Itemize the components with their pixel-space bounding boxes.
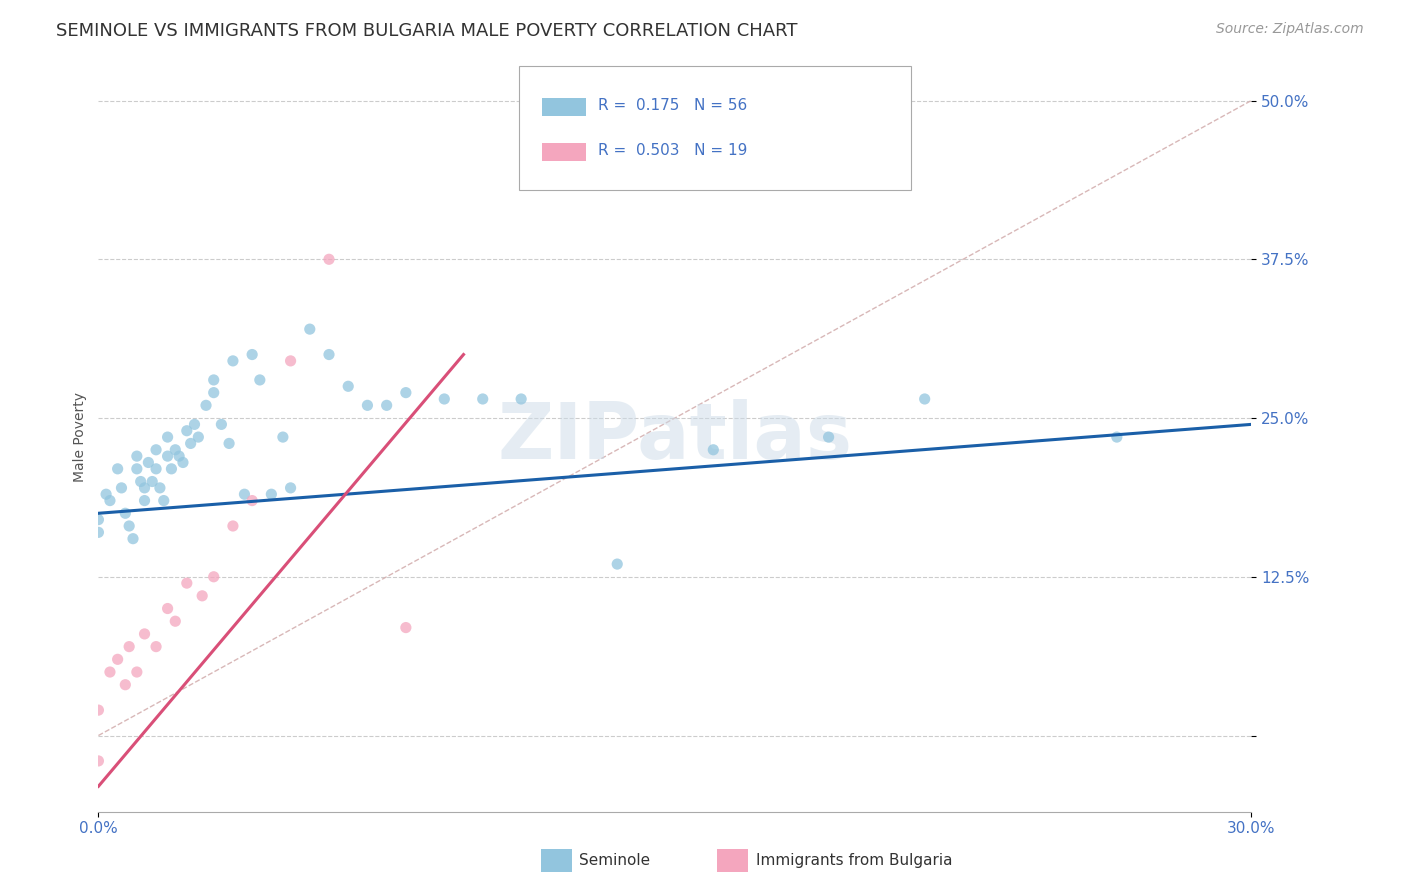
Point (280, 481, 302, 495)
Bar (543, 143, 586, 161)
Point (914, 392, 936, 406)
Point (1105, 430, 1128, 444)
Point (702, 442, 724, 457)
Point (191, 589, 214, 603)
Point (134, 481, 156, 495)
Point (87, 703, 110, 717)
Point (156, 430, 179, 444)
Point (356, 398, 378, 412)
Point (337, 379, 360, 393)
FancyBboxPatch shape (519, 66, 911, 190)
Point (156, 601, 179, 615)
Point (202, 385, 225, 400)
Text: ZIPatlas: ZIPatlas (498, 399, 852, 475)
Point (271, 430, 294, 444)
Point (145, 462, 167, 476)
Point (395, 385, 418, 400)
Point (129, 475, 152, 489)
Point (134, 493, 156, 508)
Point (87, 525, 110, 540)
Point (218, 436, 240, 450)
Point (222, 354, 245, 368)
Point (233, 487, 256, 501)
Point (122, 532, 145, 546)
Point (149, 481, 172, 495)
Point (114, 506, 136, 520)
Point (240, 493, 263, 508)
Point (183, 417, 205, 432)
Point (118, 519, 141, 533)
Text: R =  0.175   N = 56: R = 0.175 N = 56 (598, 98, 747, 113)
Point (145, 442, 167, 457)
Y-axis label: Male Poverty: Male Poverty (73, 392, 87, 482)
Point (145, 640, 167, 654)
Point (98, 665, 121, 679)
Point (249, 373, 271, 387)
Point (87, 513, 110, 527)
Point (141, 475, 163, 489)
Point (471, 392, 494, 406)
Text: Seminole: Seminole (579, 854, 651, 868)
Point (176, 424, 198, 438)
Point (510, 392, 533, 406)
Point (176, 576, 198, 591)
Point (180, 436, 202, 450)
Text: R =  0.503   N = 19: R = 0.503 N = 19 (598, 144, 747, 159)
Point (118, 640, 141, 654)
Point (125, 665, 148, 679)
Point (160, 462, 183, 476)
Point (110, 481, 132, 495)
Point (606, 557, 628, 571)
Point (817, 430, 839, 444)
Point (107, 652, 129, 666)
Point (125, 462, 148, 476)
Point (298, 322, 321, 336)
Point (280, 354, 302, 368)
Point (172, 455, 194, 469)
Point (165, 442, 187, 457)
Point (87, 754, 110, 768)
Point (98, 493, 121, 508)
Point (318, 252, 340, 267)
Point (260, 487, 283, 501)
Point (202, 373, 225, 387)
Point (152, 493, 174, 508)
Text: Immigrants from Bulgaria: Immigrants from Bulgaria (756, 854, 953, 868)
Point (195, 398, 218, 412)
Point (318, 347, 340, 361)
Point (138, 455, 160, 469)
Point (125, 449, 148, 463)
Point (156, 449, 179, 463)
Point (107, 462, 129, 476)
Point (433, 392, 456, 406)
Point (240, 347, 263, 361)
Point (395, 621, 418, 635)
Text: SEMINOLE VS IMMIGRANTS FROM BULGARIA MALE POVERTY CORRELATION CHART: SEMINOLE VS IMMIGRANTS FROM BULGARIA MAL… (56, 22, 797, 40)
Point (187, 430, 209, 444)
Point (222, 519, 245, 533)
Text: Source: ZipAtlas.com: Source: ZipAtlas.com (1216, 22, 1364, 37)
Point (202, 570, 225, 584)
Point (167, 449, 190, 463)
Point (209, 417, 232, 432)
Point (114, 678, 136, 692)
Point (165, 614, 187, 628)
Point (94, 487, 117, 501)
Point (134, 627, 156, 641)
Bar (543, 98, 586, 116)
Point (375, 398, 398, 412)
